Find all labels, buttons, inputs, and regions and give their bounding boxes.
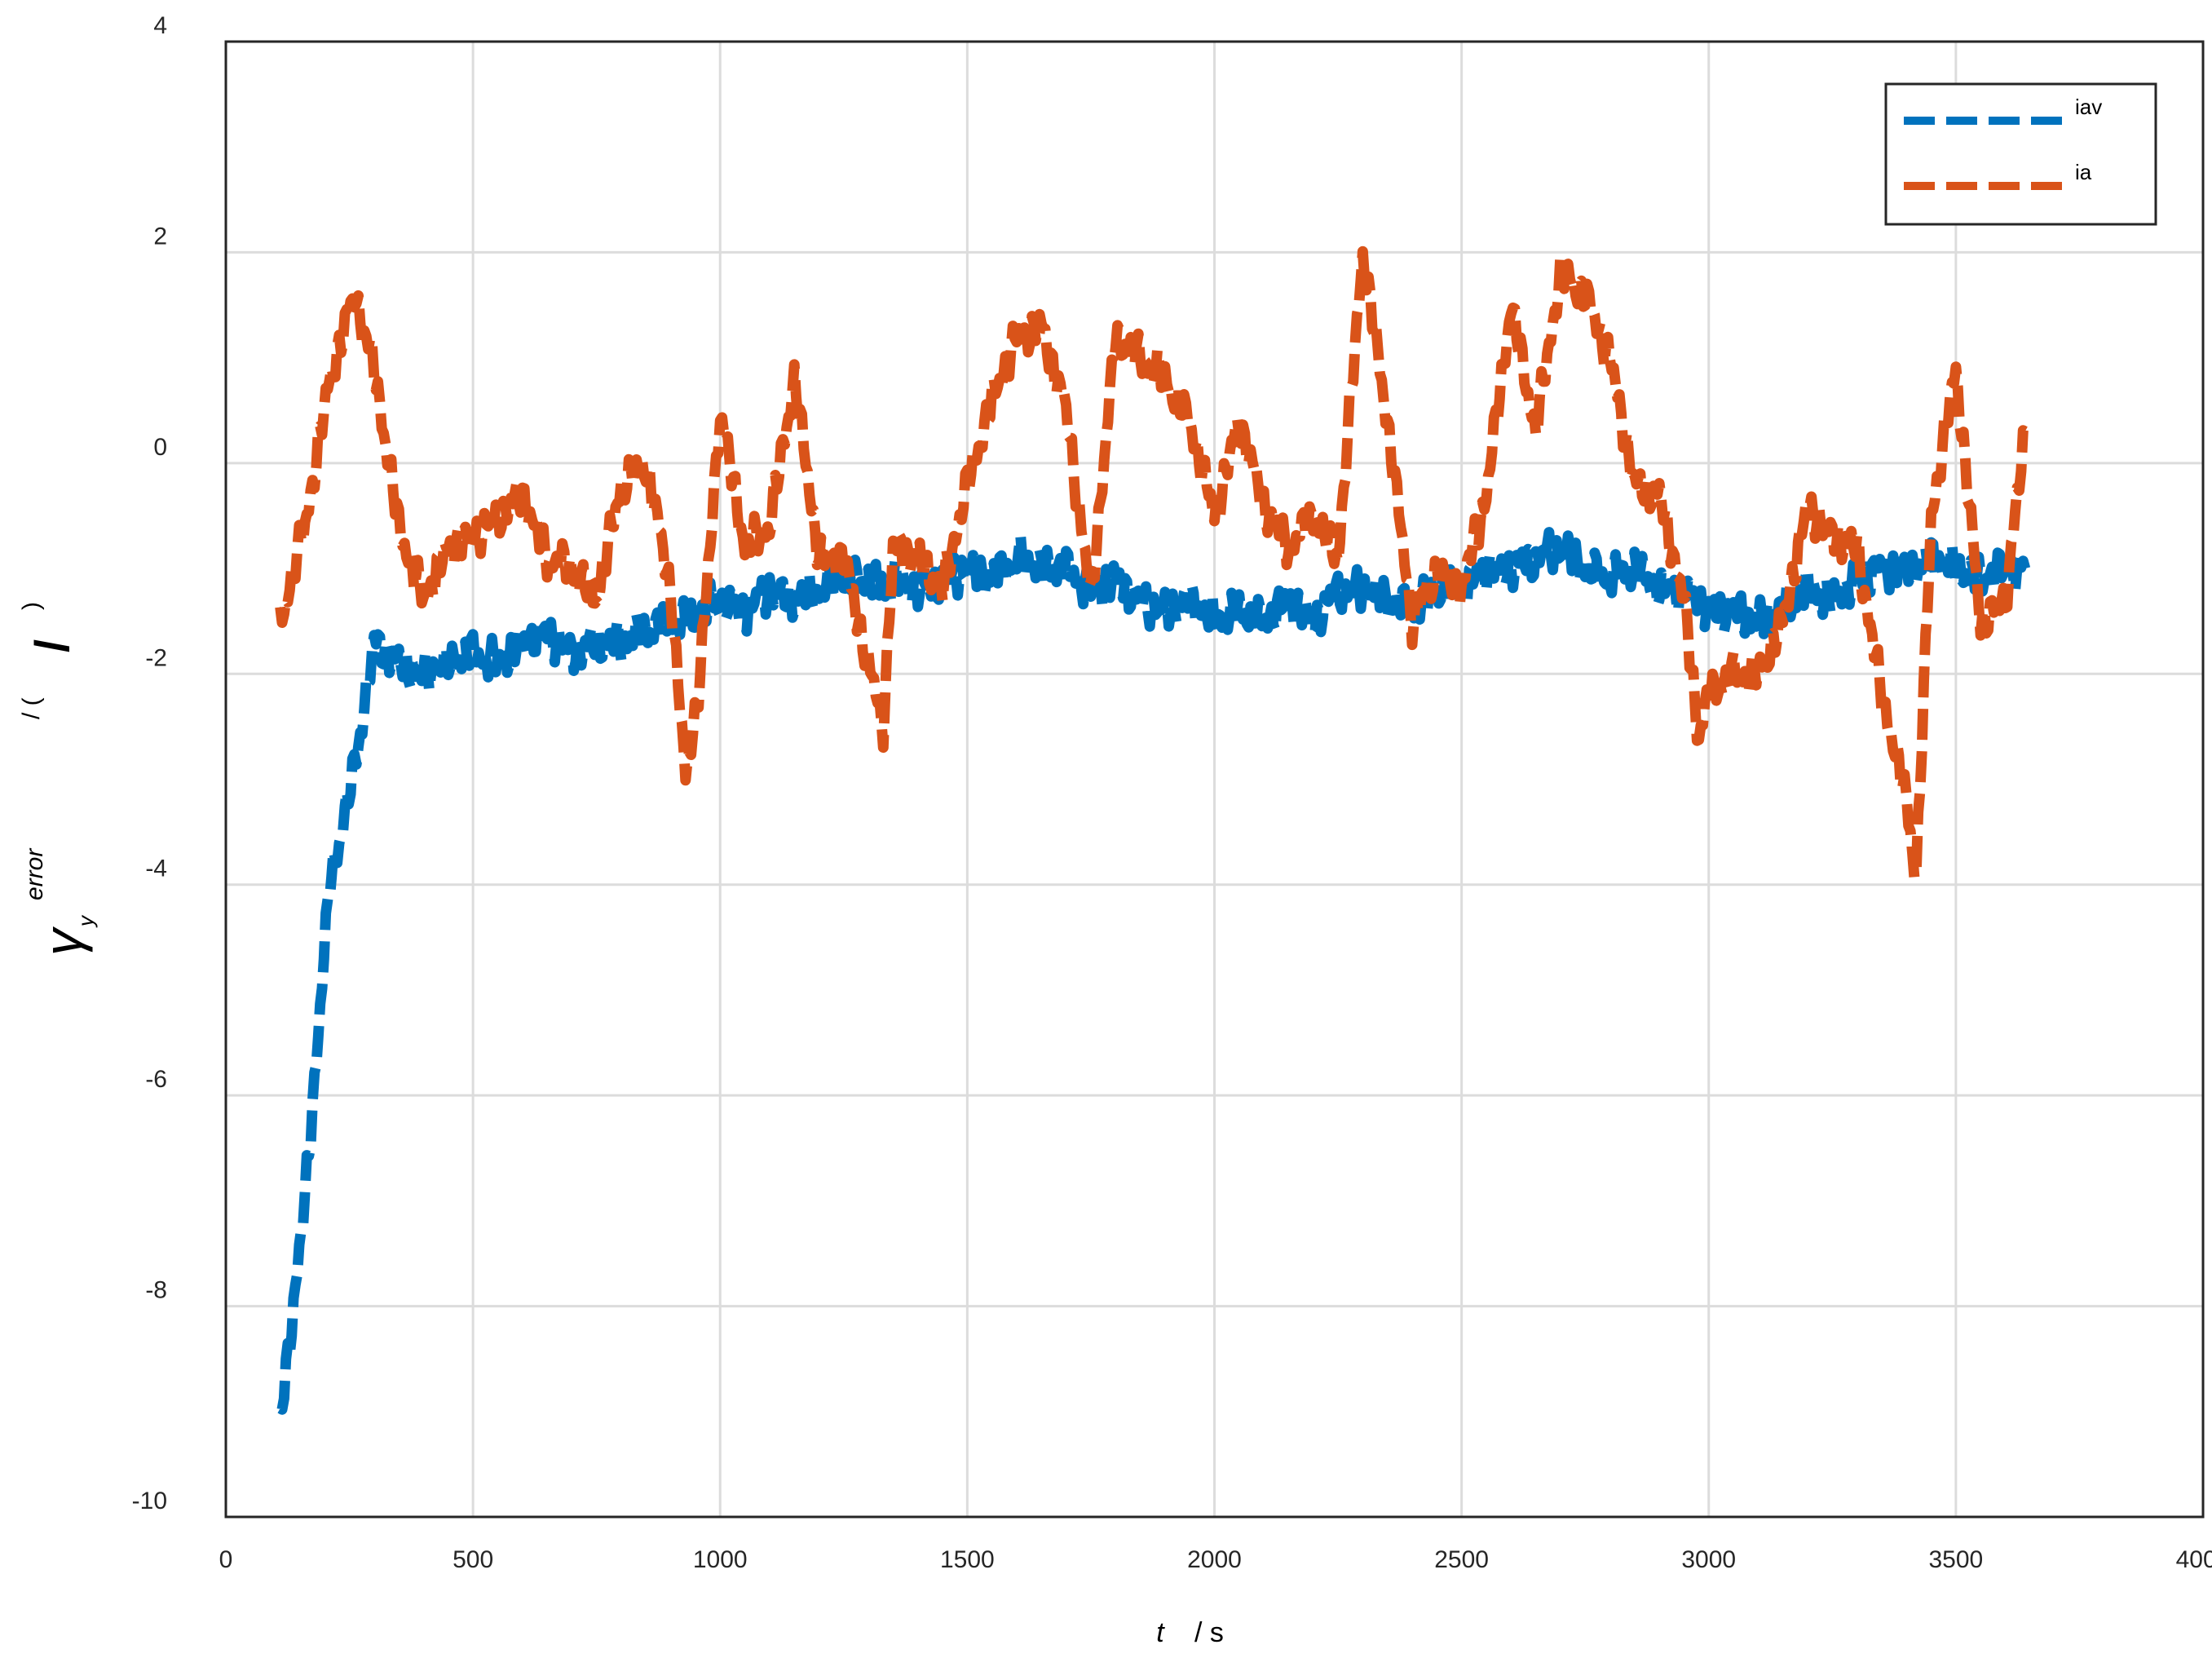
axis-ticks: 0 500 1000 1500 2000 2500 3000 3500 4000 -10 -8 -6 -… [132,12,2212,1573]
x-axis-label: t / s [1156,1617,1224,1648]
series-lines [275,245,2031,1415]
x-tick-label: 2000 [1187,1546,1242,1573]
legend-box [1884,82,2157,226]
y-axis-subscript: y [73,914,98,928]
x-tick-label: 1500 [940,1546,995,1573]
y-tick-label: -10 [132,1488,167,1514]
x-tick-label: 0 [219,1546,233,1573]
series-line-ia [275,245,2029,883]
x-tick-label: 2500 [1434,1546,1489,1573]
y-tick-label: -4 [145,856,167,882]
grid-lines [226,42,2203,1517]
y-axis-superscript: error [21,848,48,900]
x-tick-label: 3500 [1929,1546,1984,1573]
legend: iav ia [1884,82,2157,226]
y-tick-label: -6 [145,1066,167,1093]
y-tick-label: 4 [153,12,167,39]
y-axis-unit-open: / ( [18,697,45,719]
y-tick-label: 2 [153,223,167,250]
x-axis-variable: t [1156,1617,1165,1648]
x-tick-label: 1000 [693,1546,748,1573]
y-tick-label: -2 [145,644,167,671]
x-axis-unit: / s [1194,1617,1224,1648]
y-axis-label: γ y error / ( / ) [18,602,98,956]
legend-label-ia: ia [2075,160,2092,184]
series-line-iav [276,527,2031,1415]
y-axis-unit-close: ) [18,602,45,610]
y-tick-label: -8 [145,1277,167,1304]
x-tick-label: 3000 [1681,1546,1736,1573]
legend-label-iav: iav [2075,95,2102,119]
x-tick-label: 500 [453,1546,493,1573]
plot-frame [224,40,2205,1519]
x-tick-label: 4000 [2176,1546,2212,1573]
y-axis-symbol: γ [33,926,93,956]
y-axis-unit-mark: / [26,639,79,652]
y-tick-label: 0 [153,434,167,461]
